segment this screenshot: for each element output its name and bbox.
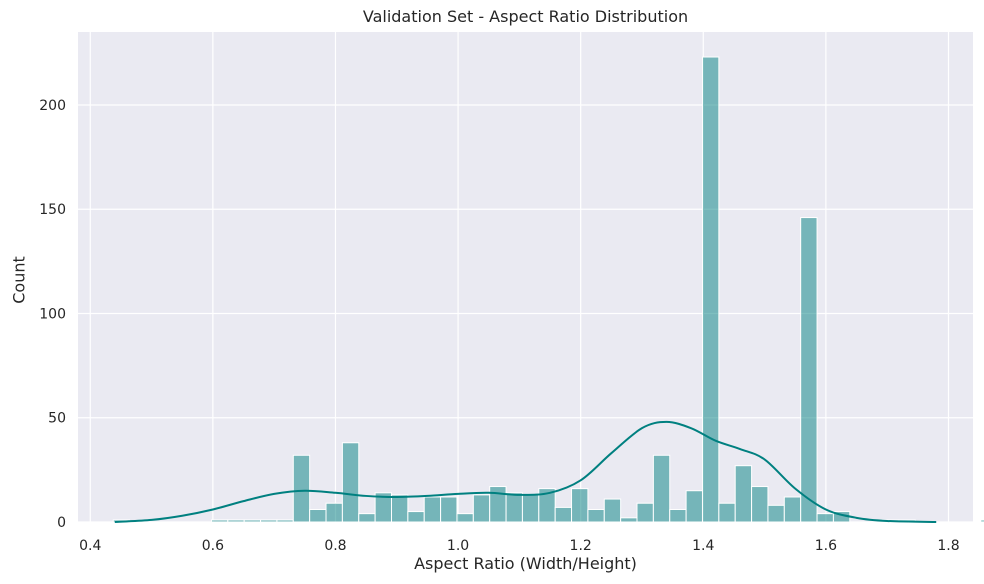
- kde-curve-group: [114, 420, 937, 523]
- histogram-bar: [358, 513, 376, 523]
- histogram-bar: [603, 498, 622, 523]
- plot-background: [78, 32, 973, 522]
- histogram-bar: [210, 519, 229, 523]
- histogram-bar: [620, 517, 638, 523]
- histogram-bar: [341, 442, 360, 523]
- histogram-bar: [390, 494, 409, 523]
- y-tick-label: 200: [39, 98, 66, 114]
- histogram-bar: [767, 504, 785, 523]
- histogram-bar: [701, 56, 720, 523]
- histogram-bar: [554, 506, 573, 523]
- histogram-bar: [783, 496, 802, 523]
- histogram-bar: [521, 494, 540, 523]
- histogram-bar: [227, 519, 245, 523]
- histogram-bar: [571, 488, 589, 523]
- histogram-bar: [734, 465, 753, 523]
- histogram-bar: [243, 519, 262, 523]
- x-tick-label: 1.0: [447, 538, 469, 554]
- histogram-bar: [669, 508, 687, 523]
- x-tick-label: 1.2: [570, 538, 592, 554]
- histogram-bar: [292, 454, 311, 523]
- y-tick-label: 150: [39, 202, 66, 218]
- x-tick-label: 1.6: [815, 538, 837, 554]
- histogram-bar: [980, 519, 984, 523]
- histogram-bar: [440, 496, 458, 523]
- kde-curve: [114, 420, 937, 523]
- histogram-bar: [587, 508, 605, 523]
- histogram-bar: [276, 519, 294, 523]
- y-tick-label: 50: [48, 411, 66, 427]
- histogram-bar: [472, 494, 491, 523]
- histogram-bar: [816, 513, 834, 523]
- histogram-bar: [423, 496, 442, 523]
- histogram-bar: [489, 486, 507, 523]
- histogram-bar: [309, 508, 327, 523]
- histogram-bar: [718, 502, 736, 523]
- x-axis-ticks: 0.4 0.6 0.8 1.0 1.2 1.4 1.6 1.8: [79, 538, 959, 554]
- histogram-bar: [260, 519, 278, 523]
- histogram-bar: [652, 454, 671, 523]
- y-tick-label: 0: [57, 515, 66, 531]
- histogram-bar: [538, 488, 556, 523]
- x-tick-label: 0.6: [202, 538, 224, 554]
- histogram-bars: [112, 56, 984, 523]
- histogram-bar: [636, 502, 654, 523]
- histogram-bar: [685, 490, 703, 523]
- histogram-bar: [751, 486, 769, 523]
- histogram-bar: [505, 492, 523, 523]
- x-tick-label: 1.8: [937, 538, 959, 554]
- x-tick-label: 1.4: [692, 538, 714, 554]
- histogram-bar: [456, 513, 474, 523]
- x-axis-label: Aspect Ratio (Width/Height): [414, 554, 637, 573]
- x-tick-label: 0.4: [79, 538, 101, 554]
- chart-title: Validation Set - Aspect Ratio Distributi…: [362, 7, 689, 26]
- histogram-bar: [407, 511, 425, 523]
- x-tick-label: 0.8: [324, 538, 346, 554]
- y-axis-label: Count: [9, 256, 29, 304]
- histogram-bar: [800, 217, 818, 523]
- y-tick-label: 100: [39, 306, 66, 322]
- y-axis-ticks: 0 50 100 150 200: [39, 98, 66, 531]
- histogram-bar: [325, 502, 343, 523]
